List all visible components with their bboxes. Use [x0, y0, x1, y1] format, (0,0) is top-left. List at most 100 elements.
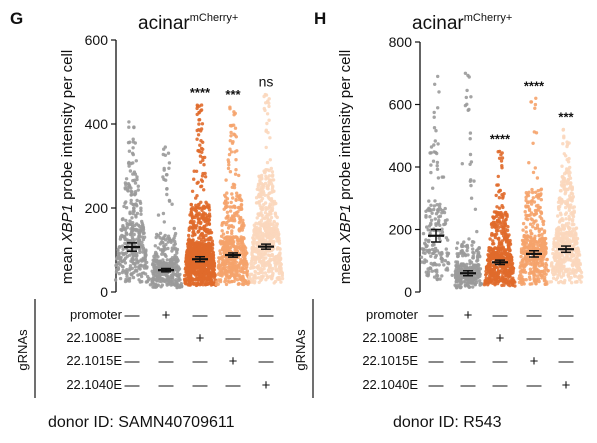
data-point: [487, 248, 491, 253]
data-point: [176, 283, 180, 287]
data-point: [427, 208, 432, 213]
data-point: [496, 266, 500, 270]
panel-g-title: acinarmCherry+: [138, 12, 238, 34]
data-point: [118, 258, 123, 263]
data-point: [561, 128, 565, 132]
data-point: [254, 250, 259, 254]
data-point: [252, 238, 256, 242]
data-point: [235, 149, 239, 153]
data-point: [137, 265, 141, 269]
data-point: [121, 227, 125, 231]
data-point: [574, 233, 578, 238]
data-point: [433, 269, 437, 273]
data-point: [444, 247, 448, 251]
data-point: [264, 238, 268, 243]
data-point: [188, 274, 192, 278]
data-point: [153, 263, 157, 267]
data-point: [433, 150, 438, 155]
data-point: [535, 226, 540, 230]
panel-g-y-tick-label: 400: [85, 116, 109, 132]
data-point: [170, 282, 175, 287]
data-point: [194, 205, 198, 210]
data-point: [559, 183, 564, 187]
data-point: [533, 190, 538, 194]
data-point: [133, 181, 138, 185]
data-point: [236, 214, 240, 218]
data-point: [459, 250, 464, 254]
data-point: [266, 130, 270, 135]
data-point: [508, 241, 512, 245]
data-point: [556, 214, 560, 218]
data-point: [233, 265, 237, 269]
data-point: [560, 200, 564, 205]
data-point: [241, 282, 246, 287]
data-point: [203, 238, 207, 242]
data-point: [527, 207, 532, 211]
data-point: [203, 228, 207, 233]
data-point: [541, 241, 545, 245]
data-point: [265, 160, 270, 165]
data-point: [256, 222, 260, 226]
data-point: [500, 204, 504, 208]
data-point: [485, 279, 489, 283]
panel-h-y-tick-label: 600: [389, 97, 413, 113]
data-point: [236, 241, 240, 245]
data-point: [234, 168, 238, 172]
panel-g-letter: G: [10, 9, 23, 28]
data-point: [572, 253, 576, 257]
data-point: [196, 217, 201, 222]
data-point: [524, 198, 528, 203]
data-point: [230, 224, 234, 228]
data-point: [250, 280, 254, 284]
data-point: [566, 273, 570, 277]
data-point: [117, 271, 122, 276]
data-point: [545, 282, 549, 286]
data-point: [520, 275, 524, 279]
data-point: [185, 250, 189, 254]
data-point: [500, 156, 505, 160]
data-point: [195, 137, 199, 141]
data-point: [185, 269, 189, 273]
data-point: [198, 225, 202, 230]
data-point: [211, 267, 216, 271]
data-point: [467, 237, 471, 241]
panel-h-letter: H: [314, 9, 326, 28]
data-point: [526, 193, 531, 198]
data-point: [577, 253, 582, 257]
data-point: [141, 231, 145, 236]
data-point: [265, 112, 270, 116]
data-point: [486, 264, 490, 268]
data-point: [529, 217, 533, 221]
data-point: [242, 245, 247, 249]
data-point: [255, 246, 259, 251]
data-point: [210, 239, 214, 243]
data-point: [124, 218, 128, 223]
data-point: [522, 282, 526, 286]
data-point: [499, 278, 504, 283]
data-point: [570, 206, 575, 210]
grna-minus: —: [193, 377, 208, 394]
data-point: [570, 239, 574, 244]
data-point: [270, 274, 275, 278]
data-point: [429, 261, 433, 266]
data-point: [228, 265, 232, 269]
data-point: [172, 262, 176, 266]
data-point: [533, 239, 537, 244]
data-point: [225, 230, 230, 235]
data-point: [556, 206, 561, 210]
data-point: [534, 96, 538, 101]
data-point: [264, 230, 268, 235]
data-point: [234, 158, 238, 162]
data-point: [543, 268, 547, 273]
data-point: [218, 278, 223, 282]
data-point: [497, 244, 501, 248]
data-point: [127, 120, 131, 124]
data-point: [220, 229, 224, 233]
data-point: [232, 185, 237, 190]
grna-minus: —: [527, 330, 542, 347]
data-point: [186, 238, 191, 242]
data-point: [167, 282, 171, 286]
data-point: [141, 227, 145, 231]
data-point: [199, 139, 203, 143]
data-point: [120, 244, 125, 248]
